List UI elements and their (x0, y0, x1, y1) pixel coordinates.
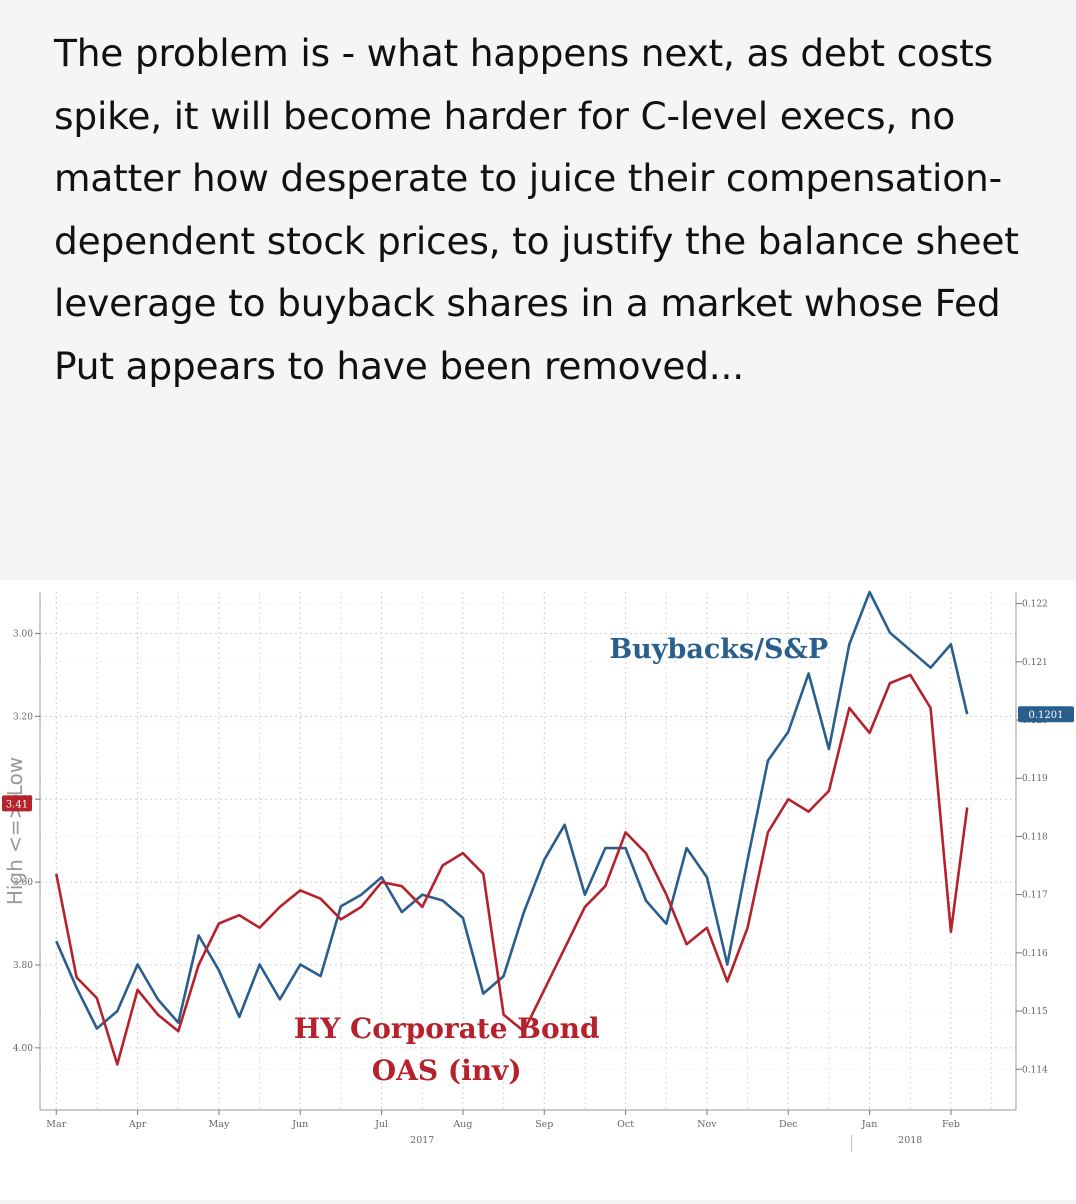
series-line (55, 673, 969, 1066)
left-current-value: 3.41 (6, 799, 28, 810)
x-tick-label: Oct (617, 1119, 634, 1130)
right-tick-label: 0.121 (1022, 658, 1048, 668)
x-tick-label: May (209, 1119, 230, 1130)
x-tick-label: Jan (861, 1119, 878, 1130)
right-tick-label: 0.115 (1022, 1007, 1048, 1017)
series-line (55, 590, 969, 1030)
right-tick-label: 0.116 (1022, 949, 1048, 959)
x-tick-label: Aug (452, 1119, 472, 1130)
x-tick-label: Apr (128, 1119, 147, 1130)
annotation-hy-line2: OAS (inv) (372, 1054, 522, 1087)
x-tick-label: Jul (374, 1119, 388, 1130)
right-tick-label: 0.117 (1022, 891, 1048, 901)
left-tick-label: 3.60 (13, 878, 33, 888)
annotation-hy-line1: HY Corporate Bond (294, 1012, 600, 1045)
right-tick-label: 0.122 (1022, 600, 1048, 610)
x-tick-label: Jun (291, 1119, 308, 1130)
left-tick-label: 3.20 (13, 712, 33, 722)
x-tick-label: Mar (46, 1119, 66, 1130)
post-text: The problem is - what happens next, as d… (54, 31, 1019, 388)
x-tick-label: Feb (942, 1119, 960, 1130)
right-current-value: 0.1201 (1029, 710, 1064, 721)
left-axis-title: High <=> Low (3, 757, 27, 905)
left-tick-label: 4.00 (13, 1044, 33, 1054)
x-tick-label: Dec (779, 1119, 798, 1130)
right-tick-label: 0.118 (1022, 832, 1048, 842)
x-year-label: 2017 (410, 1135, 434, 1146)
x-year-label: 2018 (898, 1135, 922, 1146)
chart-grid (40, 592, 1016, 1110)
x-tick-label: Nov (697, 1119, 717, 1130)
right-current-value-badge (1018, 706, 1074, 723)
chart-labels: Buybacks/S&P HY Corporate Bond OAS (inv) (294, 634, 828, 1087)
right-tick-label: 0.114 (1022, 1065, 1048, 1075)
right-tick-label: 0.119 (1022, 774, 1048, 784)
left-tick-label: 3.00 (13, 629, 33, 639)
left-current-value-badge (2, 795, 32, 812)
left-tick-label: 3.80 (13, 961, 33, 971)
annotation-buybacks: Buybacks/S&P (609, 634, 828, 665)
x-tick-label: Sep (535, 1119, 553, 1130)
chart-series (55, 590, 969, 1066)
